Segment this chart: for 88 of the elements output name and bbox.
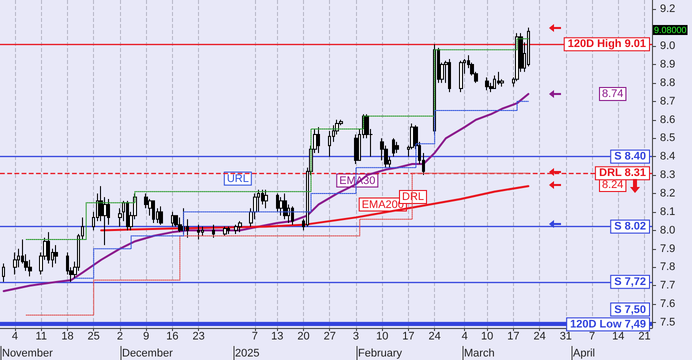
candlestick: [47, 232, 50, 264]
annotation: 8.74: [602, 88, 624, 100]
x-tick-label: 16: [166, 330, 178, 342]
ref-line-label: S 8.40: [614, 150, 646, 163]
line-series: [2, 92, 530, 292]
candlestick: [276, 192, 279, 212]
y-tick-label: 9.0: [660, 40, 676, 52]
text: March: [464, 348, 495, 360]
y-tick-label: 7.5: [660, 316, 676, 328]
text: 9.08000: [654, 25, 687, 35]
x-tick-label: 17: [507, 330, 520, 342]
candlestick: [493, 75, 496, 89]
ref-line-label: 120D Low 7,49: [570, 318, 646, 330]
x-tick-label: 4: [12, 330, 18, 342]
ref-line-label: DRL 8.31: [599, 167, 646, 180]
candlestick: [13, 252, 17, 276]
x-tick-label: 31: [560, 330, 572, 342]
candlestick: [234, 224, 238, 235]
text: 2025: [235, 348, 260, 360]
candlestick: [291, 206, 294, 226]
x-tick-label: 11: [36, 330, 47, 342]
x-tick-label: 27: [324, 330, 336, 342]
y-tick-label: 8.3: [660, 169, 676, 182]
candlestick: [171, 211, 174, 228]
candlestick: [159, 206, 163, 226]
y-tick-label: 8.0: [660, 224, 676, 236]
y-tick-label: 8.6: [660, 114, 676, 126]
line-series: [100, 185, 530, 232]
x-tick-label: 3: [352, 330, 360, 342]
ref-line-label: S 7,50: [614, 304, 646, 316]
annotation: 8.24: [602, 179, 624, 191]
candlestick: [395, 141, 399, 154]
y-tick-label: 7.6: [660, 298, 676, 310]
y-tick-label: 8.9: [660, 58, 676, 70]
y-tick-label: 8.1: [660, 206, 676, 218]
candlestick: [201, 226, 204, 236]
text: February: [358, 348, 403, 360]
candlestick: [2, 263, 5, 282]
candlestick: [197, 224, 200, 240]
candlestick: [392, 138, 395, 158]
candlestick: [264, 189, 268, 209]
candlestick: [497, 71, 500, 86]
x-tick-label: 24: [533, 330, 546, 342]
ref-line-label: S 8.02: [614, 220, 646, 233]
candlestick: [459, 60, 463, 93]
ref-line-label: 120D High 9.01: [568, 38, 646, 50]
text: November: [2, 348, 54, 360]
y-tick-label: 8.2: [660, 187, 676, 200]
candlestick: [54, 244, 58, 264]
x-tick-label: 23: [192, 330, 205, 342]
candlestick: [485, 76, 489, 91]
x-tick-label: 17: [402, 330, 415, 342]
text: December: [122, 348, 174, 360]
y-tick-label: 9.2: [660, 3, 676, 16]
x-tick-label: 21: [638, 330, 651, 342]
candlestick: [212, 224, 215, 238]
y-tick-label: 7.9: [660, 242, 676, 255]
x-tick-label: 10: [481, 330, 494, 342]
x-tick-label: 13: [271, 330, 284, 342]
y-tick-label: 8.7: [660, 95, 676, 108]
annotation: URL: [226, 173, 249, 186]
candlestick: [317, 126, 320, 154]
candlestick: [279, 196, 283, 216]
candlestick: [223, 226, 227, 236]
x-tick-label: 7: [588, 330, 596, 342]
x-tick-label: 7: [252, 330, 258, 342]
x-tick-label: 18: [61, 330, 74, 342]
y-tick-label: 7.8: [660, 261, 676, 274]
x-tick-label: 10: [376, 330, 388, 342]
candlestick: [238, 220, 242, 233]
y-tick-label: 8.5: [660, 132, 676, 144]
candlestick: [283, 192, 287, 220]
y-tick-label: 7.7: [660, 280, 676, 292]
candlestick: [227, 226, 230, 235]
candlestick: [152, 200, 155, 224]
ref-line-label: S 7,72: [614, 276, 646, 288]
x-tick-label: 14: [612, 330, 624, 342]
y-tick-label: 8.4: [660, 150, 676, 163]
y-tick-label: 8.8: [660, 76, 676, 89]
candlestick: [126, 200, 129, 231]
x-tick-label: 25: [88, 330, 100, 342]
text: April: [573, 348, 596, 360]
x-tick-label: 2: [116, 330, 123, 342]
x-tick-label: 4: [462, 330, 468, 342]
x-tick-label: 20: [297, 330, 310, 342]
x-tick-label: 24: [428, 330, 441, 342]
x-tick-label: 9: [143, 330, 150, 342]
candlestick: [448, 58, 451, 93]
